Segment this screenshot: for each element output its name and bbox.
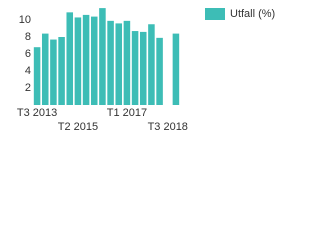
y-tick-label: 10 xyxy=(19,14,31,26)
bar xyxy=(66,12,74,106)
bar xyxy=(33,47,41,105)
y-tick-label: 6 xyxy=(25,48,31,60)
y-tick-label: 8 xyxy=(25,31,31,43)
x-tick-label: T1 2017 xyxy=(107,107,147,119)
x-tick-label: T2 2015 xyxy=(58,121,98,133)
x-tick-label: T3 2013 xyxy=(17,107,57,119)
y-tick-label: 2 xyxy=(25,82,31,94)
bar xyxy=(90,16,98,106)
bar xyxy=(107,20,114,106)
x-tick-label: T3 2018 xyxy=(148,121,188,133)
bar xyxy=(139,31,147,105)
bar xyxy=(58,37,65,105)
bar xyxy=(156,37,163,105)
bar xyxy=(99,8,106,106)
bar xyxy=(123,20,131,106)
bar xyxy=(41,33,49,105)
bar xyxy=(115,23,123,105)
legend-label: Utfall (%) xyxy=(230,8,275,20)
bar xyxy=(50,39,57,105)
bar xyxy=(148,24,155,105)
y-tick-label: 4 xyxy=(25,65,31,77)
bar xyxy=(74,17,82,106)
bar xyxy=(131,31,139,105)
bar xyxy=(172,33,180,105)
bar xyxy=(82,14,90,105)
legend-swatch xyxy=(205,8,225,20)
